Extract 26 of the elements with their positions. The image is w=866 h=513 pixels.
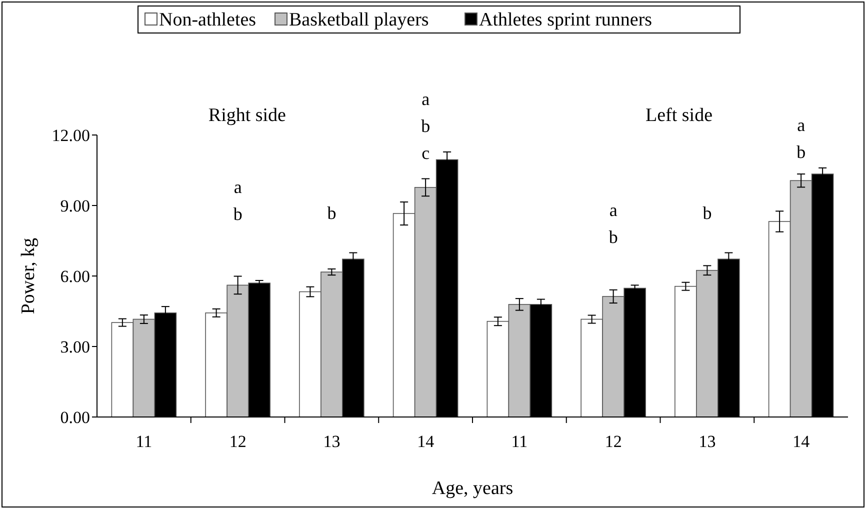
y-tick-label: 6.00 <box>60 266 90 286</box>
x-tick-label: 14 <box>792 432 810 451</box>
y-tick-label: 12.00 <box>52 126 90 145</box>
y-tick-label: 3.00 <box>60 337 90 356</box>
x-tick-label: 11 <box>511 432 528 451</box>
annotation: a b <box>233 177 242 224</box>
legend-label: Non-athletes <box>159 10 256 31</box>
x-tick-label: 12 <box>604 432 622 451</box>
text: Left side <box>646 105 713 126</box>
y-tick-label: 9.00 <box>60 196 90 216</box>
annotation: a b <box>796 115 806 162</box>
x-tick-label: 14 <box>417 432 435 451</box>
x-axis-title: Age, years <box>432 478 514 499</box>
y-tick-label: 0.00 <box>60 408 90 427</box>
x-tick-label: 12 <box>229 432 246 451</box>
annotation: b <box>327 203 336 223</box>
x-tick-label: 13 <box>698 432 716 451</box>
y-axis-title: Power, kg <box>18 237 39 314</box>
x-tick-label: 13 <box>323 432 340 451</box>
annotation: b <box>702 203 712 223</box>
annotation: a b c <box>421 89 430 163</box>
x-tick-label: 11 <box>136 432 152 451</box>
legend-label: Basketball players <box>289 10 429 31</box>
text: Right side <box>208 105 286 126</box>
annotation: a b <box>608 200 618 247</box>
legend-label: Athletes sprint runners <box>479 10 652 31</box>
